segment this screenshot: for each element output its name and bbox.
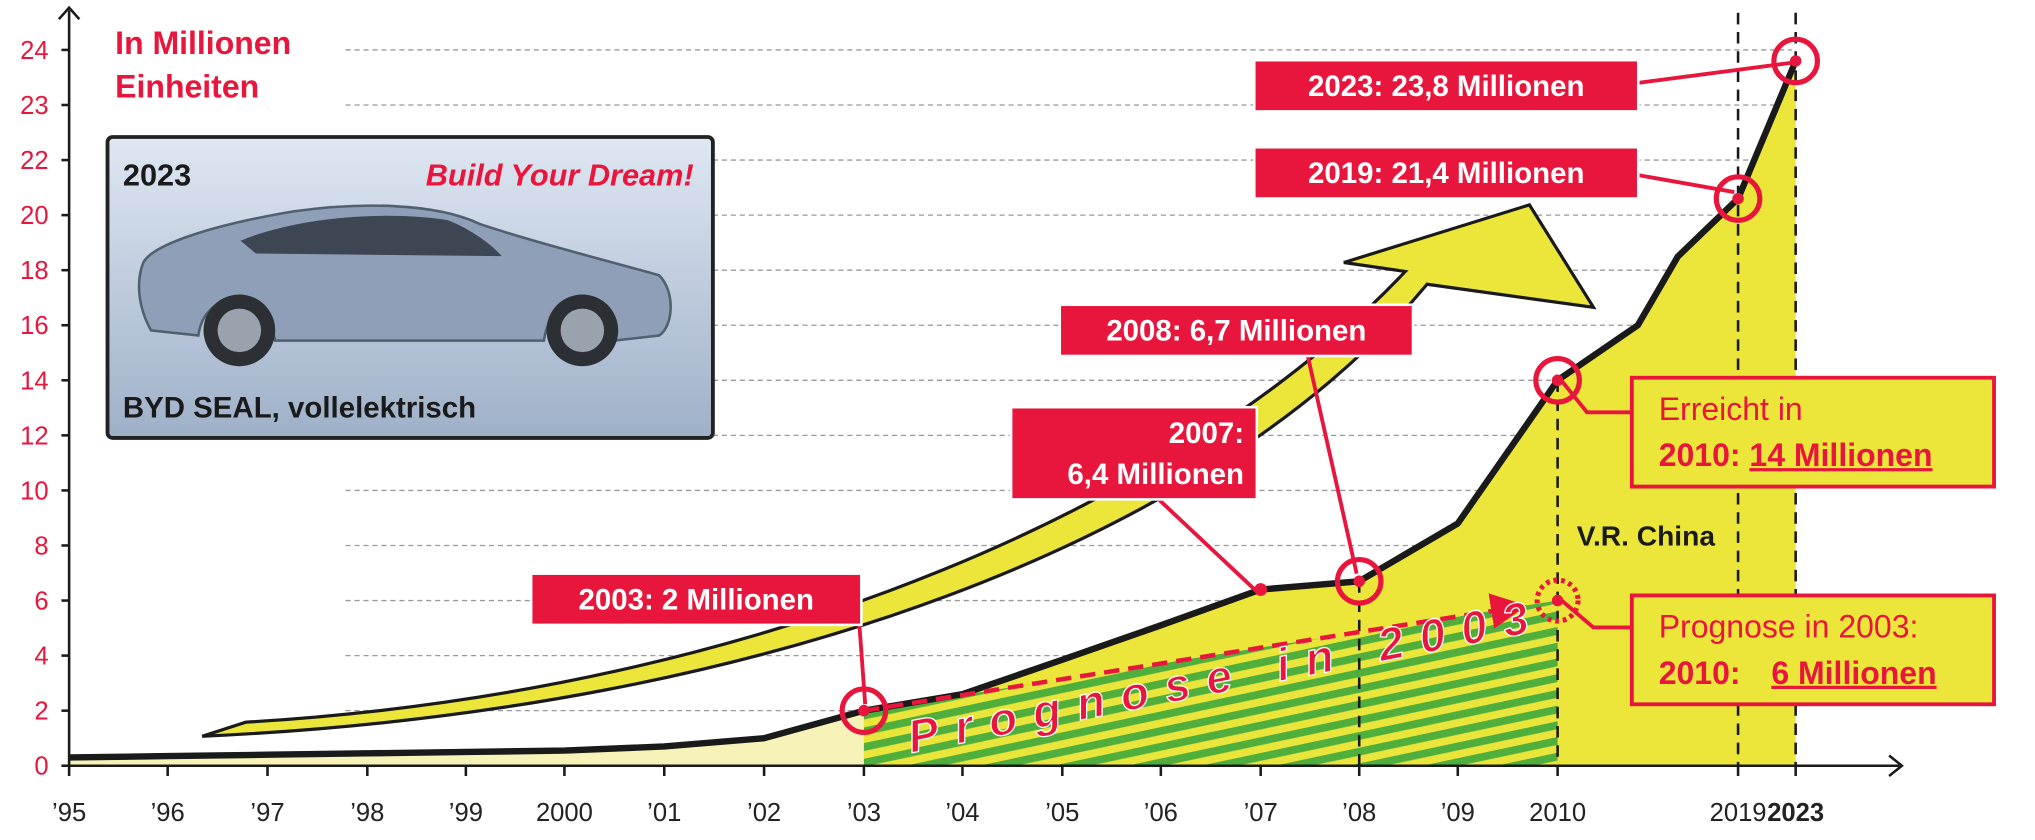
callout-text: 2010: 6 Millionen — [1659, 655, 1937, 691]
y-tick-label: 24 — [20, 37, 48, 65]
forecast-point — [1552, 595, 1564, 607]
y-label: Einheiten — [115, 68, 259, 104]
point — [858, 705, 870, 717]
car-rim — [561, 309, 605, 353]
y-label: In Millionen — [115, 25, 291, 61]
y-tick-label: 14 — [20, 367, 48, 395]
x-tick-label: ’01 — [647, 799, 681, 827]
y-tick-label: 16 — [20, 312, 48, 340]
x-tick-label: ’07 — [1244, 799, 1278, 827]
callout-text: 2003: 2 Millionen — [578, 584, 814, 617]
x-tick-label: ’02 — [747, 799, 781, 827]
point — [1353, 576, 1365, 588]
y-tick-label: 4 — [34, 643, 48, 671]
x-tick-label: ’95 — [52, 799, 86, 827]
callout-text: 2023: 23,8 Millionen — [1308, 70, 1584, 103]
callout-text: Prognose in 2003: — [1659, 609, 1919, 645]
x-tick-label: 2010 — [1529, 799, 1586, 827]
inset: 2023 Build Your Dream! BYD SEAL, vollele… — [108, 137, 713, 438]
x-tick-label: ’06 — [1144, 799, 1178, 827]
car-rim — [218, 309, 262, 353]
callout-text: 6 Millionen — [1771, 655, 1936, 691]
callout-text: 2019: 21,4 Millionen — [1308, 157, 1584, 190]
x-tick-label: ’05 — [1045, 799, 1079, 827]
pointer — [1625, 63, 1791, 85]
y-tick-label: 10 — [20, 477, 48, 505]
callout-text: 6,4 Millionen — [1067, 458, 1244, 491]
x-tick-label: ’99 — [449, 799, 483, 827]
x-tick-label: 2019 — [1710, 799, 1767, 827]
y-tick-label: 20 — [20, 202, 48, 230]
point — [1790, 55, 1802, 67]
callout-text: 2010: — [1659, 437, 1741, 473]
callout-text: Erreicht in — [1659, 391, 1803, 427]
x-tick-label: ’96 — [151, 799, 185, 827]
point — [1254, 583, 1267, 596]
series-label: V.R. China — [1577, 520, 1716, 551]
y-tick-label: 6 — [34, 588, 48, 616]
y-tick-label: 0 — [34, 753, 48, 781]
x-tick-label: ’03 — [847, 799, 881, 827]
y-tick-label: 18 — [20, 257, 48, 285]
y-tick-label: 23 — [20, 92, 48, 120]
callout-text: 2008: 6,7 Millionen — [1106, 315, 1366, 348]
inset-year: 2023 — [123, 158, 191, 193]
x-tick-label: 2023 — [1767, 799, 1824, 827]
x-tick-label: ’09 — [1441, 799, 1475, 827]
inset-slogan: Build Your Dream! — [426, 158, 694, 193]
y-tick-label: 2 — [34, 698, 48, 726]
x-tick-label: ’97 — [250, 799, 284, 827]
callout-text: 2010: 14 Millionen — [1659, 437, 1933, 473]
x-tick-label: ’98 — [350, 799, 384, 827]
point — [1552, 375, 1564, 387]
y-tick-label: 22 — [20, 147, 48, 175]
x-tick-label: ’04 — [945, 799, 979, 827]
x-tick-label: 2000 — [536, 799, 593, 827]
inset-caption: BYD SEAL, vollelektrisch — [123, 391, 476, 424]
x-tick-label: ’08 — [1342, 799, 1376, 827]
y-tick-label: 12 — [20, 422, 48, 450]
callout-text: 14 Millionen — [1749, 437, 1932, 473]
callout-text: 2010: — [1659, 655, 1741, 691]
y-tick-label: 8 — [34, 532, 48, 560]
callout-text: 2007: — [1169, 417, 1244, 450]
point — [1732, 193, 1744, 205]
pointer — [1152, 493, 1257, 592]
chart: In Millionen Einheiten 2023 Build Your D… — [0, 0, 2035, 840]
